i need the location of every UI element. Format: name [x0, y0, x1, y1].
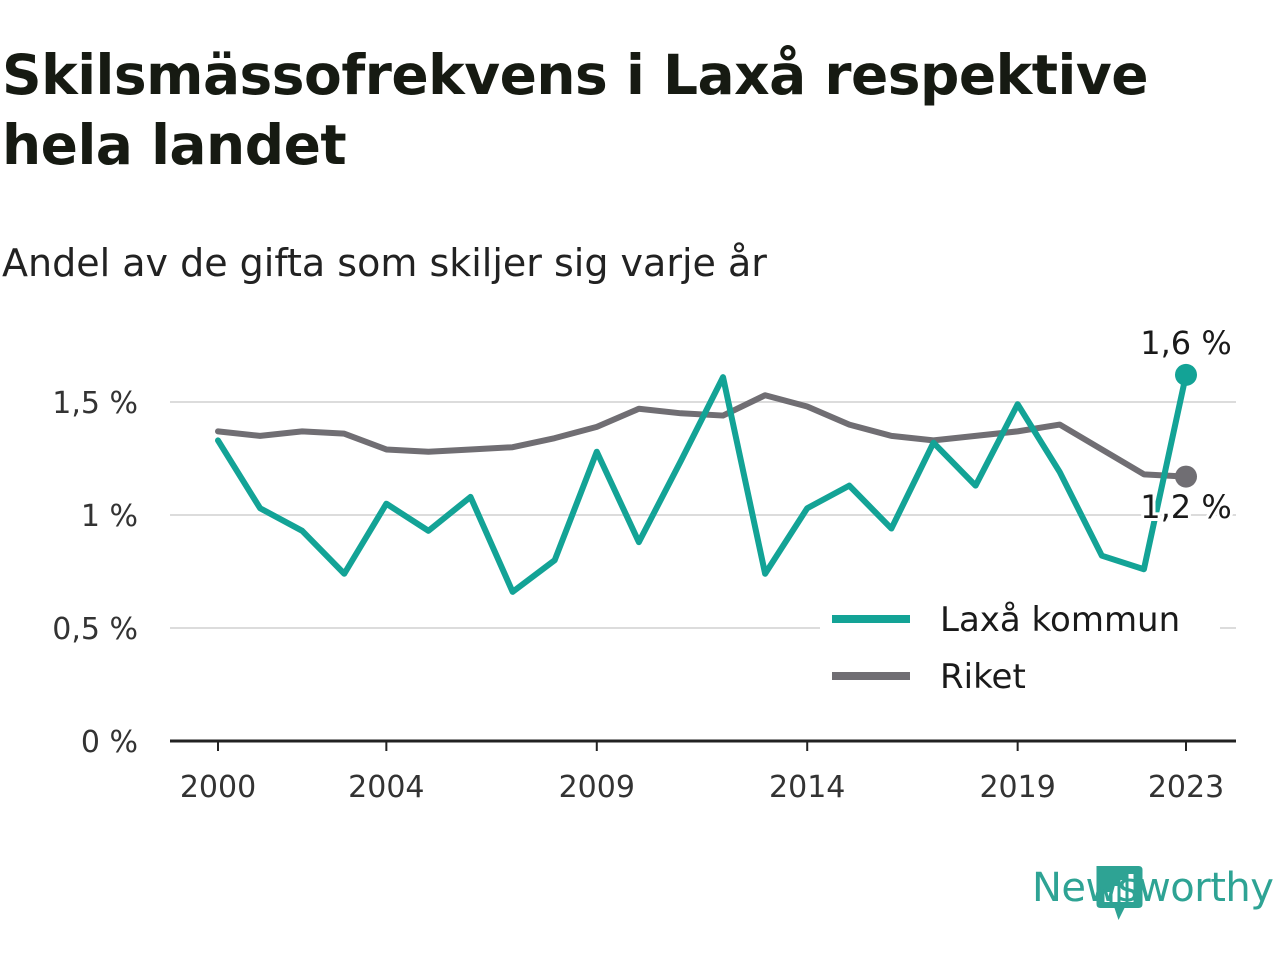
- legend-label: Laxå kommun: [940, 600, 1180, 640]
- legend-label: Riket: [940, 657, 1026, 697]
- y-tick-label: 0 %: [81, 725, 138, 760]
- x-tick-label: 2014: [769, 770, 845, 805]
- end-label: 1,2 %: [1140, 488, 1231, 526]
- chart-title: Skilsmässofrekvens i Laxå respektive hel…: [2, 43, 1149, 177]
- x-tick-label: 2000: [180, 770, 256, 805]
- brand-name: Newsworthy: [1032, 865, 1274, 911]
- chart-subtitle: Andel av de gifta som skiljer sig varje …: [2, 241, 767, 285]
- line-chart: 0 % 0,5 % 1 % 1,5 % 2000 2004 2009 2014 2019 2023…: [52, 324, 1236, 805]
- y-tick-label: 0,5 %: [52, 612, 138, 647]
- axes: 0 % 0,5 % 1 % 1,5 % 2000 2004 2009 2014 2019 2023: [52, 386, 1236, 805]
- y-tick-label: 1,5 %: [52, 386, 138, 421]
- end-label: 1,6 %: [1140, 324, 1231, 362]
- legend-background: [820, 595, 1220, 710]
- end-labels: 1,6 % 1,2 %: [1137, 324, 1234, 529]
- series-line: [215, 371, 1189, 595]
- end-point-marker: [1175, 363, 1197, 386]
- x-tick-label: 2009: [559, 770, 635, 805]
- series-lines: [215, 363, 1197, 595]
- y-tick-label: 1 %: [81, 499, 138, 534]
- x-tick-label: 2004: [348, 770, 424, 805]
- x-tick-label: 2019: [979, 770, 1055, 805]
- legend: Laxå kommun Riket: [820, 595, 1220, 710]
- x-tick-label: 2023: [1148, 770, 1224, 805]
- end-point-marker: [1175, 465, 1197, 488]
- newsworthy-logo-icon: [1096, 866, 1143, 920]
